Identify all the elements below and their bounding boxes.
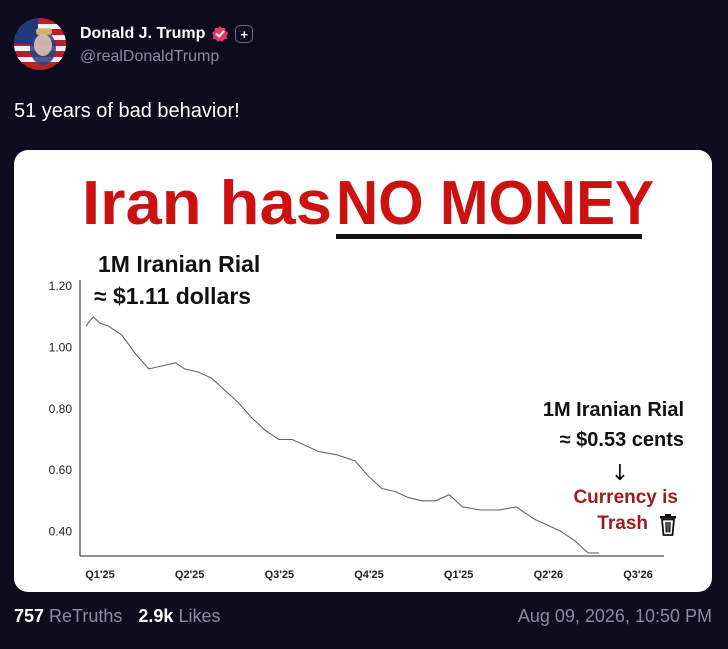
plus-icon[interactable]: +	[235, 25, 254, 43]
likes-label: Likes	[178, 606, 221, 626]
x-tick-label: Q2'26	[534, 569, 564, 581]
post-header: Donald J. Trump + @realDonaldTrump	[14, 18, 254, 70]
end-annotation-line2: ≈ $0.53 cents	[560, 429, 684, 451]
retruths-label: ReTruths	[49, 606, 123, 626]
likes-stat[interactable]: 2.9k Likes	[138, 606, 220, 627]
likes-count: 2.9k	[138, 606, 174, 626]
trash-can-icon	[660, 514, 676, 536]
avatar-image	[14, 18, 66, 70]
chart-title: Iran has	[82, 169, 332, 238]
y-tick-label: 1.20	[49, 279, 73, 293]
start-annotation-line1: 1M Iranian Rial	[98, 251, 260, 277]
x-tick-label: Q1'25	[444, 569, 474, 581]
post-timestamp[interactable]: Aug 09, 2026, 10:50 PM	[517, 606, 712, 626]
end-annotation-line1: 1M Iranian Rial	[543, 399, 684, 421]
avatar[interactable]	[14, 18, 66, 70]
post-text: 51 years of bad behavior!	[14, 100, 240, 122]
x-tick-label: Q1'25	[85, 569, 115, 581]
chart: Iran has NO MONEY 1.20 1.00 0.80 0.60 0.40 Q…	[49, 169, 684, 581]
x-tick-label: Q2'25	[175, 569, 205, 581]
callout-line1: Currency is	[573, 487, 678, 508]
start-annotation-line2: ≈ $1.11 dollars	[94, 283, 251, 309]
y-tick-label: 1.00	[49, 340, 73, 354]
display-name[interactable]: Donald J. Trump	[80, 25, 206, 42]
post-footer: 757 ReTruths 2.9k Likes Aug 09, 2026, 10…	[14, 606, 712, 627]
user-handle[interactable]: @realDonaldTrump	[80, 48, 220, 65]
post-media-image[interactable]: Iran has NO MONEY 1.20 1.00 0.80 0.60 0.40 Q…	[14, 150, 712, 592]
retruths-stat[interactable]: 757 ReTruths	[14, 606, 122, 627]
down-arrow-icon: ↓	[611, 461, 629, 486]
y-tick-label: 0.40	[49, 524, 73, 538]
retruths-count: 757	[14, 606, 45, 626]
chart-title-emphasis: NO MONEY	[336, 169, 654, 238]
callout-line2: Trash	[597, 513, 648, 534]
verified-badge-icon	[211, 25, 229, 43]
y-tick-label: 0.80	[49, 402, 73, 416]
series-line	[85, 315, 599, 554]
title-underline	[336, 234, 642, 239]
x-tick-label: Q3'25	[265, 569, 295, 581]
x-tick-label: Q4'25	[354, 569, 384, 581]
x-tick-label: Q3'26	[623, 569, 653, 581]
y-tick-label: 0.60	[49, 463, 73, 477]
